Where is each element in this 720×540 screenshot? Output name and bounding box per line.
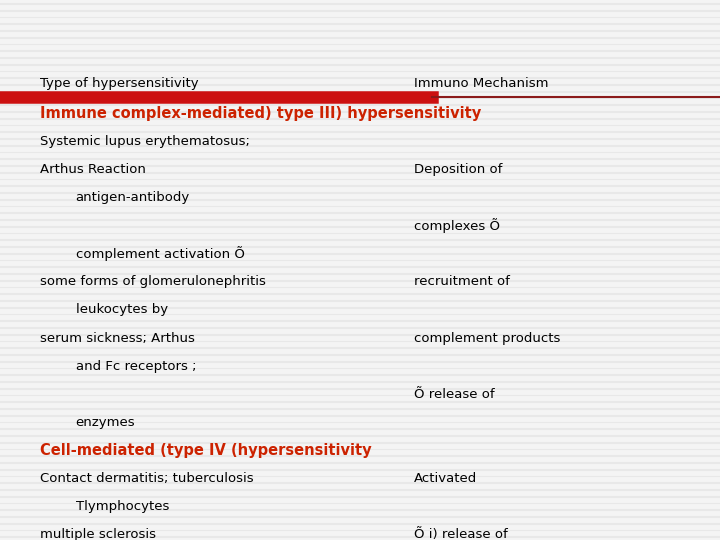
Text: and Fc receptors ;: and Fc receptors ; xyxy=(76,360,196,373)
Text: enzymes: enzymes xyxy=(76,416,135,429)
Text: recruitment of: recruitment of xyxy=(414,275,510,288)
Text: some forms of glomerulonephritis: some forms of glomerulonephritis xyxy=(40,275,266,288)
Text: complement products: complement products xyxy=(414,332,560,345)
Text: Type of hypersensitivity: Type of hypersensitivity xyxy=(40,77,198,90)
Text: Tlymphocytes: Tlymphocytes xyxy=(76,500,169,513)
Text: Õ release of: Õ release of xyxy=(414,388,495,401)
Text: Õ i) release of: Õ i) release of xyxy=(414,528,508,540)
Text: Deposition of: Deposition of xyxy=(414,163,503,176)
Text: serum sickness; Arthus: serum sickness; Arthus xyxy=(40,332,194,345)
Text: antigen-antibody: antigen-antibody xyxy=(76,191,190,204)
Text: complement activation Õ: complement activation Õ xyxy=(76,246,245,261)
Text: Cell-mediated (type IV (hypersensitivity: Cell-mediated (type IV (hypersensitivity xyxy=(40,443,372,458)
Text: complexes Õ: complexes Õ xyxy=(414,218,500,233)
Text: multiple sclerosis: multiple sclerosis xyxy=(40,528,156,540)
Text: Systemic lupus erythematosus;: Systemic lupus erythematosus; xyxy=(40,135,249,148)
Text: Immune complex-mediated) type III) hypersensitivity: Immune complex-mediated) type III) hyper… xyxy=(40,106,481,121)
Text: Contact dermatitis; tuberculosis: Contact dermatitis; tuberculosis xyxy=(40,472,253,485)
Text: Arthus Reaction: Arthus Reaction xyxy=(40,163,145,176)
Text: Activated: Activated xyxy=(414,472,477,485)
Text: leukocytes by: leukocytes by xyxy=(76,303,168,316)
Text: Immuno Mechanism: Immuno Mechanism xyxy=(414,77,549,90)
